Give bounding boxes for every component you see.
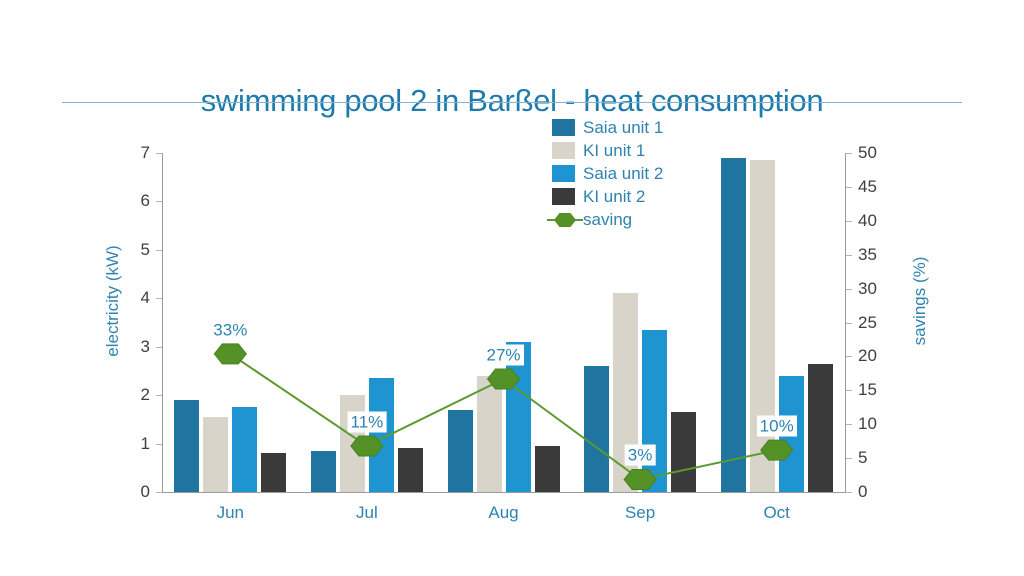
- x-axis: [162, 492, 846, 493]
- tick-mark-right-45: [846, 186, 852, 188]
- tick-mark-right-25: [846, 322, 852, 324]
- x-axis-label-aug: Aug: [488, 503, 519, 522]
- tick-mark-right-30: [846, 288, 852, 290]
- tick-mark-left-1: [156, 443, 162, 445]
- bar-saia-unit-1-aug: [447, 409, 473, 492]
- tick-mark-left-0: [156, 492, 162, 493]
- saving-label-oct: 10%: [756, 415, 797, 437]
- tick-mark-left-4: [156, 298, 162, 300]
- y-axis-tick-label-right-30: 30: [858, 278, 877, 298]
- legend-item-saving: saving: [547, 208, 663, 231]
- legend-item-ki-unit-2: KI unit 2: [552, 185, 663, 208]
- y-axis-tick-label-right-50: 50: [858, 143, 877, 162]
- bar-ki-unit-2-jul: [397, 448, 423, 492]
- bar-ki-unit-1-aug: [476, 375, 502, 492]
- bar-ki-unit-2-oct: [807, 363, 833, 492]
- bar-ki-unit-1-jun: [203, 416, 229, 492]
- saving-label-sep: 3%: [624, 444, 656, 466]
- legend-item-saia-unit-1: Saia unit 1: [552, 116, 663, 139]
- saving-label-jun: 33%: [210, 319, 251, 341]
- y-axis-tick-label-right-25: 25: [858, 312, 877, 332]
- saving-label-jul: 11%: [347, 411, 387, 433]
- y-axis-tick-label-left-7: 7: [140, 143, 150, 162]
- y-axis-tick-label-right-45: 45: [858, 176, 877, 196]
- y-axis-tick-label-left-2: 2: [140, 385, 150, 405]
- y-axis-tick-label-left-5: 5: [140, 239, 150, 259]
- bar-saia-unit-1-sep: [584, 366, 610, 492]
- saving-label-aug: 27%: [483, 344, 524, 366]
- bar-saia-unit-2-sep: [642, 329, 668, 492]
- tick-mark-left-3: [156, 346, 162, 348]
- y-axis-tick-label-right-5: 5: [858, 448, 868, 468]
- legend-swatch-saia-unit-1: [552, 119, 575, 136]
- legend-swatch-ki-unit-1: [552, 142, 575, 159]
- tick-mark-left-5: [156, 249, 162, 251]
- tick-mark-left-7: [156, 153, 162, 154]
- saving-marker-jun: [213, 343, 247, 365]
- bar-ki-unit-2-aug: [534, 445, 560, 492]
- page-title: swimming pool 2 in Barßel - heat consump…: [200, 82, 824, 118]
- legend-item-ki-unit-1: KI unit 1: [552, 139, 663, 162]
- y-axis-title-right: savings (%): [910, 256, 929, 346]
- tick-mark-right-15: [846, 390, 852, 392]
- y-axis-left: [162, 153, 163, 492]
- x-axis-label-oct: Oct: [763, 503, 790, 522]
- x-axis-label-jul: Jul: [356, 503, 378, 522]
- legend-label-saia-unit-2: Saia unit 2: [583, 163, 664, 183]
- legend-label-saving: saving: [583, 209, 633, 229]
- y-axis-tick-label-left-6: 6: [140, 191, 150, 211]
- tick-mark-right-20: [846, 356, 852, 358]
- legend-label-ki-unit-2: KI unit 2: [583, 186, 646, 206]
- y-axis-tick-label-left-3: 3: [140, 336, 150, 356]
- y-axis-tick-label-right-10: 10: [858, 414, 877, 434]
- tick-mark-left-2: [156, 395, 162, 397]
- tick-mark-right-10: [846, 424, 852, 426]
- bar-ki-unit-1-oct: [749, 160, 775, 492]
- bar-saia-unit-2-jul: [368, 378, 394, 492]
- legend-item-saia-unit-2: Saia unit 2: [552, 162, 663, 185]
- bar-ki-unit-2-jun: [261, 453, 287, 492]
- y-axis-right: [845, 153, 846, 492]
- y-axis-tick-label-right-15: 15: [858, 380, 877, 400]
- legend-marker-saving: [547, 211, 583, 228]
- legend-swatch-saia-unit-2: [552, 165, 575, 182]
- tick-mark-left-6: [156, 201, 162, 203]
- y-axis-tick-label-left-0: 0: [140, 482, 150, 501]
- y-axis-tick-label-right-40: 40: [858, 210, 877, 230]
- legend-label-ki-unit-1: KI unit 1: [583, 140, 646, 160]
- x-axis-label-jun: Jun: [216, 503, 244, 522]
- x-axis-label-sep: Sep: [624, 503, 656, 522]
- y-axis-tick-label-right-35: 35: [858, 244, 877, 264]
- bar-saia-unit-1-oct: [720, 157, 746, 492]
- legend-label-saia-unit-1: Saia unit 1: [583, 117, 664, 137]
- tick-mark-right-40: [846, 220, 852, 222]
- bar-saia-unit-2-jun: [232, 407, 258, 492]
- title-underline: [62, 102, 962, 103]
- tick-mark-right-5: [846, 458, 852, 460]
- bar-ki-unit-1-jul: [339, 395, 365, 492]
- y-axis-tick-label-left-1: 1: [140, 433, 150, 453]
- tick-mark-right-50: [846, 153, 852, 154]
- legend-swatch-ki-unit-2: [552, 188, 575, 205]
- y-axis-tick-label-right-0: 0: [858, 482, 868, 501]
- tick-mark-right-35: [846, 254, 852, 256]
- y-axis-tick-label-left-4: 4: [140, 288, 150, 308]
- y-axis-tick-label-right-20: 20: [858, 346, 877, 366]
- legend: Saia unit 1 KI unit 1 Saia unit 2 KI unit 2…: [547, 116, 663, 231]
- bar-saia-unit-1-jul: [310, 450, 336, 492]
- tick-mark-right-0: [846, 492, 852, 493]
- hexagon-marker-icon: [554, 213, 576, 227]
- bar-ki-unit-2-sep: [671, 412, 697, 492]
- bar-saia-unit-1-jun: [174, 399, 200, 492]
